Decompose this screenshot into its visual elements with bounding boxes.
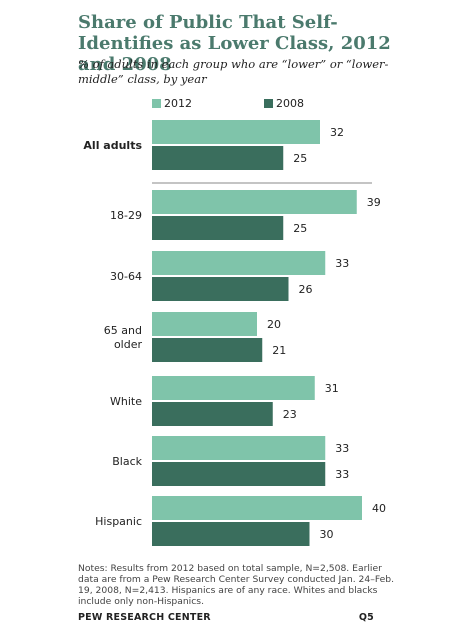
value-label-2008: 33 <box>335 468 349 481</box>
bar-2008 <box>152 216 284 240</box>
bar-2012 <box>152 496 362 520</box>
bar-2008 <box>152 277 289 301</box>
category-label: 30-64 <box>110 270 142 283</box>
question-label: Q5 <box>358 612 374 623</box>
category-label: Black <box>112 455 142 468</box>
legend-item-2012: 2012 <box>152 97 192 110</box>
legend-label-2008: 2008 <box>276 97 304 110</box>
bar-2012 <box>152 436 326 460</box>
legend-item-2008: 2008 <box>264 97 304 110</box>
value-label-2012: 40 <box>372 502 386 515</box>
bar-2008 <box>152 522 310 546</box>
bar-2012 <box>152 120 320 144</box>
value-label-2008: 25 <box>293 222 307 235</box>
value-label-2012: 39 <box>367 196 381 209</box>
value-label-2008: 21 <box>272 344 286 357</box>
bar-2012 <box>152 190 357 214</box>
value-label-2012: 32 <box>330 126 344 139</box>
legend-label-2012: 2012 <box>164 97 192 110</box>
value-label-2008: 25 <box>293 152 307 165</box>
chart-notes: Notes: Results from 2012 based on total … <box>78 563 395 607</box>
legend-swatch-2012 <box>152 99 161 108</box>
value-label-2008: 23 <box>283 408 297 421</box>
category-label: Hispanic <box>95 515 142 528</box>
value-label-2008: 26 <box>299 283 313 296</box>
legend-swatch-2008 <box>264 99 273 108</box>
bar-2012 <box>152 312 257 336</box>
category-label: 65 and older <box>104 324 143 351</box>
bar-2008 <box>152 338 263 362</box>
chart-footer: PEW RESEARCH CENTER Q5 <box>78 612 374 623</box>
bar-2012 <box>152 376 315 400</box>
bar-2012 <box>152 251 326 275</box>
source-label: PEW RESEARCH CENTER <box>78 612 211 623</box>
value-label-2008: 30 <box>320 528 334 541</box>
chart-subtitle: % of adults in each group who are “lower… <box>78 57 389 86</box>
chart-title: Share of Public That Self-Identifies as … <box>78 12 391 75</box>
category-label: 18-29 <box>110 209 142 222</box>
category-label: All adults <box>83 139 142 152</box>
value-label-2012: 20 <box>267 318 281 331</box>
value-label-2012: 31 <box>325 382 339 395</box>
value-label-2012: 33 <box>335 442 349 455</box>
bar-2008 <box>152 402 273 426</box>
category-label: White <box>110 395 142 408</box>
bar-2008 <box>152 146 284 170</box>
bar-2008 <box>152 462 326 486</box>
value-label-2012: 33 <box>335 257 349 270</box>
